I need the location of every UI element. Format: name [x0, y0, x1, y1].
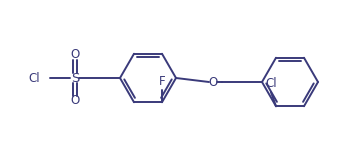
- Text: O: O: [208, 75, 218, 88]
- Text: O: O: [70, 48, 80, 62]
- Text: O: O: [70, 94, 80, 108]
- Text: F: F: [159, 75, 165, 88]
- Text: Cl: Cl: [28, 72, 40, 84]
- Text: S: S: [71, 72, 79, 84]
- Text: Cl: Cl: [265, 77, 277, 90]
